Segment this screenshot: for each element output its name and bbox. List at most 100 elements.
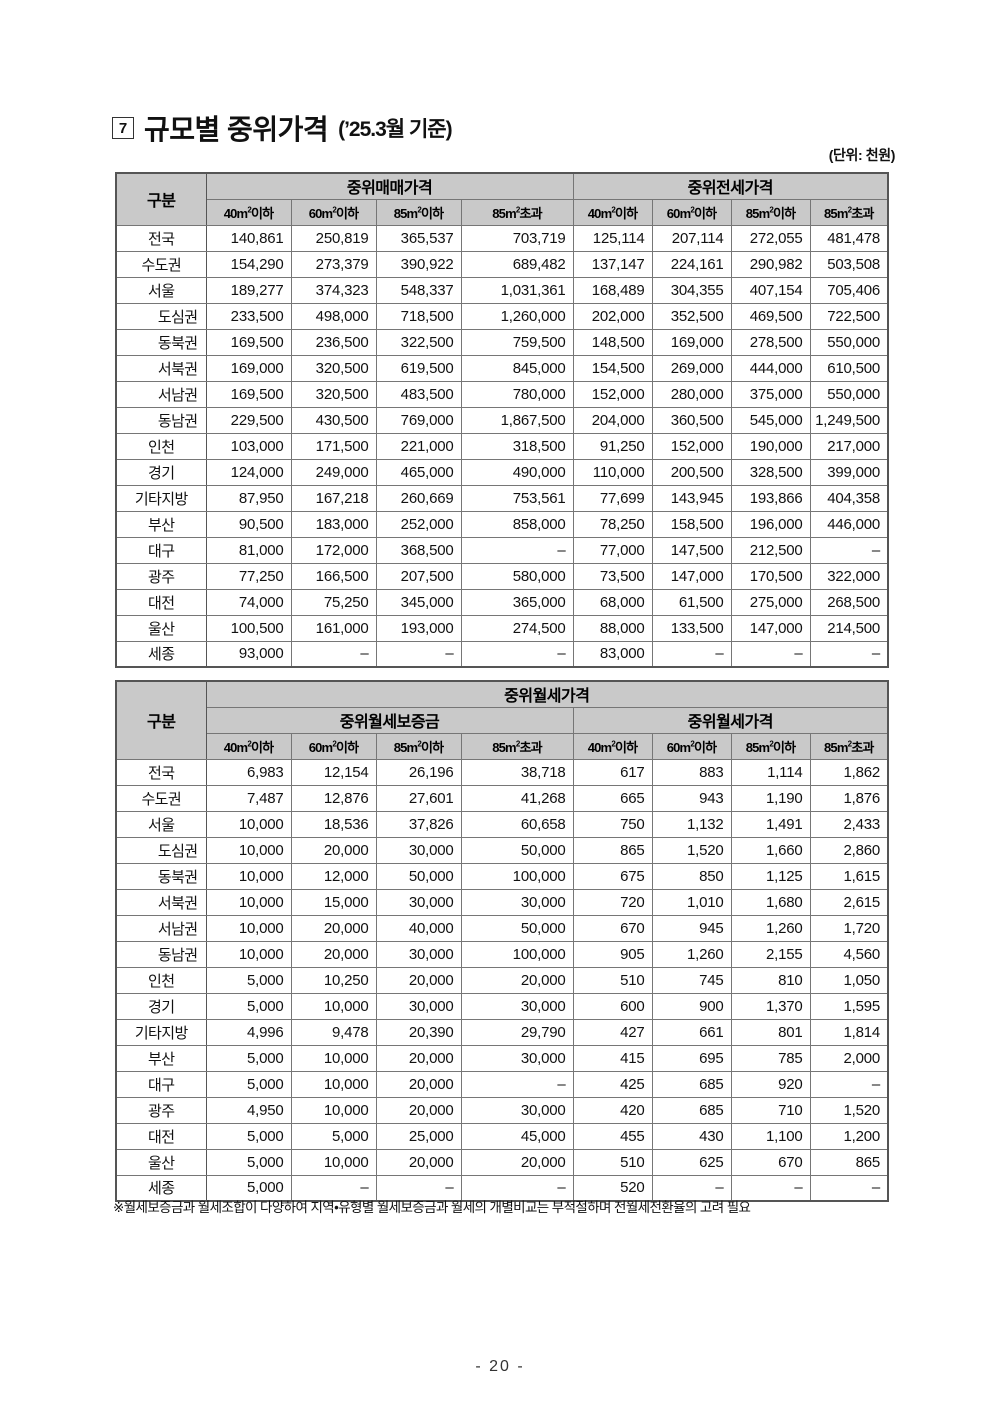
cell-6-7: 1,720: [809, 914, 889, 942]
cell-10-1: 167,218: [290, 484, 377, 512]
cell-11-2: 20,000: [375, 1044, 462, 1072]
table-row: 전국 140,861 250,819 365,537 703,719 125,114 207…: [115, 224, 889, 252]
table-row: 광주 4,950 10,000 20,000 30,000 420 685 710 1,520: [115, 1096, 889, 1124]
row-label-기타지방: 기타지방: [115, 1018, 207, 1046]
cell-8-4: 91,250: [572, 432, 653, 460]
cell-9-5: 200,500: [651, 458, 732, 486]
cell-6-7: 550,000: [809, 380, 889, 408]
cell-4-5: 169,000: [651, 328, 732, 356]
cell-14-1: 75,250: [290, 588, 377, 616]
table1-size-header-7: 85m2초과: [809, 198, 889, 226]
table-row: 경기 124,000 249,000 465,000 490,000 110,000 200…: [115, 458, 889, 486]
table-row: 인천 103,000 171,500 221,000 318,500 91,250 152,…: [115, 432, 889, 460]
cell-6-0: 169,500: [205, 380, 292, 408]
cell-4-5: 850: [651, 862, 732, 890]
cell-0-2: 26,196: [375, 758, 462, 786]
unit-note: (단위: 천원): [828, 147, 896, 163]
cell-11-7: 2,000: [809, 1044, 889, 1072]
cell-13-4: 420: [572, 1096, 653, 1124]
cell-9-7: 1,595: [809, 992, 889, 1020]
cell-4-2: 50,000: [375, 862, 462, 890]
cell-0-6: 272,055: [730, 224, 811, 252]
title-sub-text: (’25.3월 기준): [338, 118, 452, 141]
cell-9-2: 465,000: [375, 458, 462, 486]
table1-group-header-row: 구분 중위매매가격 중위전세가격: [115, 172, 889, 226]
footnote: ※월세보증금과 월세조합이 다양하여 지역•유형별 월세보증금과 월세의 개별비…: [113, 1200, 751, 1215]
cell-15-1: 161,000: [290, 614, 377, 642]
cell-13-0: 77,250: [205, 562, 292, 590]
cell-5-4: 154,500: [572, 354, 653, 382]
cell-11-0: 5,000: [205, 1044, 292, 1072]
table2-size-header-0: 40m2이하: [205, 732, 292, 760]
cell-8-5: 745: [651, 966, 732, 994]
cell-1-2: 390,922: [375, 250, 462, 278]
table1-group-header-jeonse: 중위전세가격: [572, 172, 889, 200]
cell-14-2: 25,000: [375, 1122, 462, 1150]
section-number-box: 7: [112, 117, 134, 139]
cell-1-6: 1,190: [730, 784, 811, 812]
cell-9-1: 10,000: [290, 992, 377, 1020]
cell-11-7: 446,000: [809, 510, 889, 538]
cell-15-7: 865: [809, 1148, 889, 1176]
table2-group-header-deposit: 중위월세보증금: [205, 706, 574, 734]
row-label-인천: 인천: [115, 966, 207, 994]
table-row: 서울 189,277 374,323 548,337 1,031,361 168,489 3…: [115, 276, 889, 304]
cell-14-6: 1,100: [730, 1122, 811, 1150]
cell-4-6: 278,500: [730, 328, 811, 356]
cell-13-3: 580,000: [460, 562, 574, 590]
cell-15-4: 510: [572, 1148, 653, 1176]
cell-15-4: 88,000: [572, 614, 653, 642]
row-label-경기: 경기: [115, 458, 207, 486]
cell-1-6: 290,982: [730, 250, 811, 278]
cell-5-2: 619,500: [375, 354, 462, 382]
cell-12-6: 212,500: [730, 536, 811, 564]
cell-3-7: 2,860: [809, 836, 889, 864]
cell-11-0: 90,500: [205, 510, 292, 538]
table-row: 세종 93,000– – –83,000– – –: [115, 640, 889, 668]
cell-10-0: 87,950: [205, 484, 292, 512]
cell-7-3: 100,000: [460, 940, 574, 968]
cell-13-7: 322,000: [809, 562, 889, 590]
cell-11-6: 196,000: [730, 510, 811, 538]
cell-16-4: 520: [572, 1174, 653, 1202]
cell-5-2: 30,000: [375, 888, 462, 916]
cell-16-5: –: [651, 640, 732, 668]
cell-9-1: 249,000: [290, 458, 377, 486]
cell-3-3: 50,000: [460, 836, 574, 864]
cell-5-4: 720: [572, 888, 653, 916]
row-label-동북권: 동북권: [115, 328, 207, 356]
cell-3-3: 1,260,000: [460, 302, 574, 330]
cell-3-1: 498,000: [290, 302, 377, 330]
cell-7-6: 2,155: [730, 940, 811, 968]
cell-6-1: 320,500: [290, 380, 377, 408]
cell-2-3: 60,658: [460, 810, 574, 838]
cell-10-5: 143,945: [651, 484, 732, 512]
table-row: 전국 6,983 12,154 26,196 38,718 617 883 1,114 1,86…: [115, 758, 889, 786]
cell-3-6: 469,500: [730, 302, 811, 330]
cell-1-0: 7,487: [205, 784, 292, 812]
cell-14-7: 1,200: [809, 1122, 889, 1150]
cell-11-5: 158,500: [651, 510, 732, 538]
table-row: 도심권 233,500 498,000 718,500 1,260,000 202,000…: [115, 302, 889, 330]
cell-1-4: 665: [572, 784, 653, 812]
cell-11-2: 252,000: [375, 510, 462, 538]
cell-9-6: 328,500: [730, 458, 811, 486]
cell-2-4: 168,489: [572, 276, 653, 304]
median-monthly-rent-table: 구분 중위월세가격 중위월세보증금 중위월세가격 40m2이하 60m2이하 85m…: [115, 680, 890, 1202]
table1-size-header-5: 60m2이하: [651, 198, 732, 226]
table-row: 인천 5,000 10,250 20,000 20,000 510 745 810 1,050: [115, 966, 889, 994]
cell-7-1: 430,500: [290, 406, 377, 434]
cell-4-7: 550,000: [809, 328, 889, 356]
cell-10-7: 1,814: [809, 1018, 889, 1046]
cell-9-0: 5,000: [205, 992, 292, 1020]
cell-2-6: 1,491: [730, 810, 811, 838]
row-label-광주: 광주: [115, 562, 207, 590]
cell-16-2: –: [375, 640, 462, 668]
cell-13-4: 73,500: [572, 562, 653, 590]
cell-13-3: 30,000: [460, 1096, 574, 1124]
cell-1-7: 1,876: [809, 784, 889, 812]
cell-10-2: 20,390: [375, 1018, 462, 1046]
table2-size-header-6: 85m2이하: [730, 732, 811, 760]
cell-0-0: 6,983: [205, 758, 292, 786]
cell-7-2: 769,000: [375, 406, 462, 434]
